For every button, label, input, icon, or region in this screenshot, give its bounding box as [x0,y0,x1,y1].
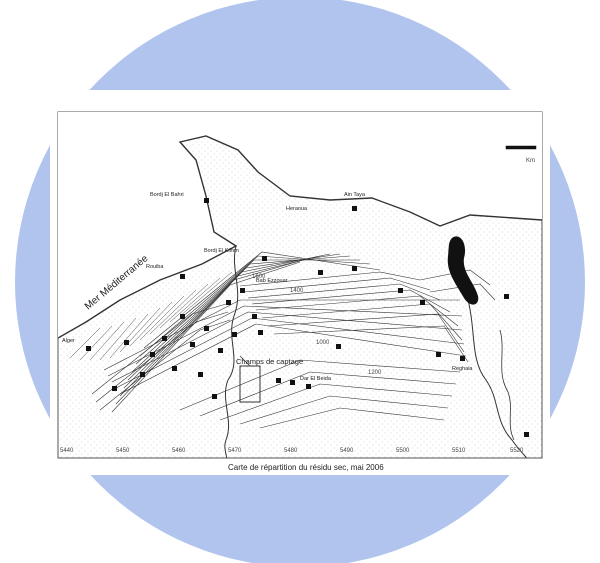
bottom-tick: 5480 [284,448,298,454]
sample-point [232,332,237,337]
river-west [224,245,239,458]
sample-point [204,198,209,203]
contour-value: 1600 [252,274,266,280]
bottom-ticks: 5440 5450 5460 5470 5480 5490 5500 5510 … [60,448,524,454]
sea-area [58,112,542,338]
sample-point [162,336,167,341]
bottom-tick: 5470 [228,448,242,454]
sample-point [276,378,281,383]
bottom-tick: 5440 [60,448,74,454]
bottom-tick: 5490 [340,448,354,454]
sample-point [352,206,357,211]
map-caption: Carte de répartition du résidu sec, mai … [228,463,384,472]
contour-value: 1200 [368,370,382,376]
sample-point [218,348,223,353]
sample-point [190,342,195,347]
place-labels: Bordj El Bahri Bordj El Kiffan Ain Taya … [62,192,473,382]
scale-label: Km [526,158,535,164]
sample-point [180,274,185,279]
scale-bar: Km [505,145,537,164]
sample-point [204,326,209,331]
coastline [58,135,542,339]
capture-field-label: Champs de captage [236,357,303,366]
sample-point [226,300,231,305]
sample-point [436,352,441,357]
capture-leader-line [239,355,251,367]
sample-point [318,270,323,275]
sample-point [336,344,341,349]
sample-point [306,384,311,389]
sample-point [290,380,295,385]
sample-point [86,346,91,351]
sample-point [172,366,177,371]
sample-point [180,314,185,319]
contour-value-labels: 1000 1200 1400 1600 [252,274,382,376]
lake [447,236,479,305]
bottom-tick: 5510 [452,448,466,454]
contour-value: 1000 [316,340,330,346]
place-label: Bordj El Kiffan [204,248,239,254]
sample-point [112,386,117,391]
bottom-tick: 5450 [116,448,130,454]
river-east-branch [499,329,515,441]
place-label: Heraoua [286,206,308,212]
place-label: Bab Ezzouar [256,278,288,284]
sample-point [504,294,509,299]
sample-point [252,314,257,319]
sample-point [420,300,425,305]
sampling-points [86,198,529,437]
sample-point [262,256,267,261]
bottom-tick: 5460 [172,448,186,454]
sample-point [198,372,203,377]
bottom-tick: 5520 [510,448,524,454]
sample-point [124,340,129,345]
sample-point [258,330,263,335]
sample-point [212,394,217,399]
sample-point [140,372,145,377]
contour-lines [91,251,496,429]
sample-point [460,356,465,361]
sample-point [150,352,155,357]
sample-point [398,288,403,293]
contour-value: 1400 [290,288,304,294]
sample-point [524,432,529,437]
place-label: Ain Taya [344,192,366,198]
place-label: Bordj El Bahri [150,192,184,198]
sample-point [240,288,245,293]
place-label: Dar El Beida [300,376,332,382]
river-east [467,299,528,458]
place-label: Reghaia [452,366,473,372]
sample-point [352,266,357,271]
place-label: Rouiba [146,264,164,270]
place-label: Alger [62,338,75,344]
bottom-tick: 5500 [396,448,410,454]
